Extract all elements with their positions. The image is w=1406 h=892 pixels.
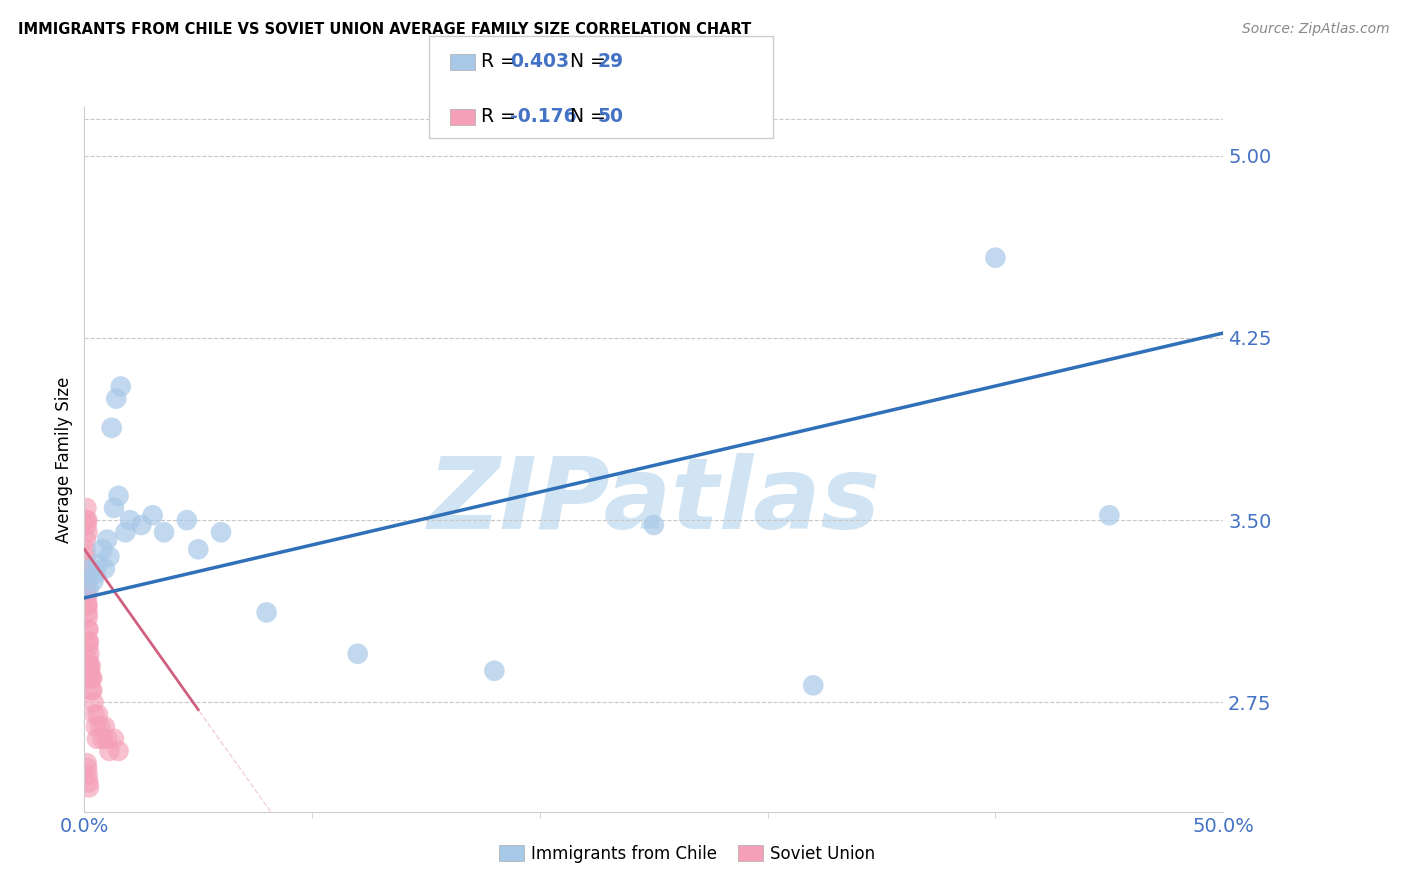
Point [76, 598, 98, 612]
Point [76, 518, 98, 533]
Point [77, 780, 100, 795]
Point [76, 586, 98, 600]
Point [77, 654, 100, 668]
Text: N =: N = [558, 107, 612, 127]
Point [107, 489, 129, 503]
Point [76, 610, 98, 624]
Point [77, 581, 100, 595]
Text: Immigrants from Chile: Immigrants from Chile [531, 845, 717, 863]
Point [76, 525, 98, 540]
Text: Soviet Union: Soviet Union [770, 845, 876, 863]
Point [77, 634, 100, 648]
Text: -0.176: -0.176 [510, 107, 576, 127]
Point [142, 508, 165, 523]
Text: R =: R = [481, 107, 522, 127]
Point [75, 542, 97, 557]
Point [1098, 508, 1121, 523]
Point [98, 549, 121, 564]
Point [484, 664, 506, 678]
Point [84, 566, 107, 581]
Point [209, 525, 232, 540]
Point [103, 500, 125, 515]
Point [76, 761, 98, 775]
Point [131, 518, 153, 533]
Point [77, 775, 100, 789]
Point [98, 744, 121, 758]
Point [801, 678, 824, 692]
Text: ZIPatlas: ZIPatlas [427, 453, 880, 550]
Point [100, 421, 122, 435]
Text: 50: 50 [598, 107, 623, 127]
Point [110, 379, 132, 393]
Point [75, 533, 97, 547]
Point [118, 513, 141, 527]
Text: N =: N = [558, 52, 612, 71]
Point [76, 606, 98, 620]
Point [76, 756, 98, 771]
Point [176, 513, 198, 527]
Point [80, 659, 103, 673]
Point [87, 707, 110, 722]
Point [79, 671, 101, 685]
Point [79, 664, 101, 678]
Point [103, 731, 125, 746]
Point [256, 606, 278, 620]
Point [77, 623, 100, 637]
Point [82, 695, 104, 709]
Point [89, 720, 111, 734]
Point [76, 591, 98, 605]
Point [75, 549, 97, 564]
Point [91, 731, 114, 746]
Point [82, 574, 104, 588]
Point [96, 731, 118, 746]
Point [94, 720, 117, 734]
Point [105, 392, 128, 406]
Point [83, 707, 105, 722]
Point [77, 640, 100, 654]
Point [91, 542, 114, 557]
Point [80, 562, 103, 576]
Text: R =: R = [481, 52, 522, 71]
Point [84, 720, 107, 734]
Point [82, 683, 104, 698]
Point [75, 513, 97, 527]
Point [77, 623, 100, 637]
Point [77, 634, 100, 648]
Point [107, 744, 129, 758]
Point [153, 525, 176, 540]
Text: 29: 29 [598, 52, 624, 71]
Point [984, 251, 1007, 265]
Point [76, 581, 98, 595]
Point [76, 513, 98, 527]
Y-axis label: Average Family Size: Average Family Size [55, 376, 73, 542]
Point [346, 647, 368, 661]
Point [80, 671, 103, 685]
Point [87, 557, 110, 571]
Point [75, 562, 97, 576]
Point [77, 664, 100, 678]
Point [187, 542, 209, 557]
Point [76, 598, 98, 612]
Point [76, 768, 98, 782]
Text: IMMIGRANTS FROM CHILE VS SOVIET UNION AVERAGE FAMILY SIZE CORRELATION CHART: IMMIGRANTS FROM CHILE VS SOVIET UNION AV… [18, 22, 752, 37]
Text: 0.403: 0.403 [510, 52, 569, 71]
Point [75, 500, 97, 515]
Point [86, 731, 108, 746]
Point [114, 525, 136, 540]
Point [82, 671, 104, 685]
Point [79, 647, 101, 661]
Point [75, 574, 97, 588]
Point [94, 562, 117, 576]
Point [643, 518, 665, 533]
Text: Source: ZipAtlas.com: Source: ZipAtlas.com [1241, 22, 1389, 37]
Point [79, 659, 101, 673]
Point [80, 683, 103, 698]
Point [96, 533, 118, 547]
